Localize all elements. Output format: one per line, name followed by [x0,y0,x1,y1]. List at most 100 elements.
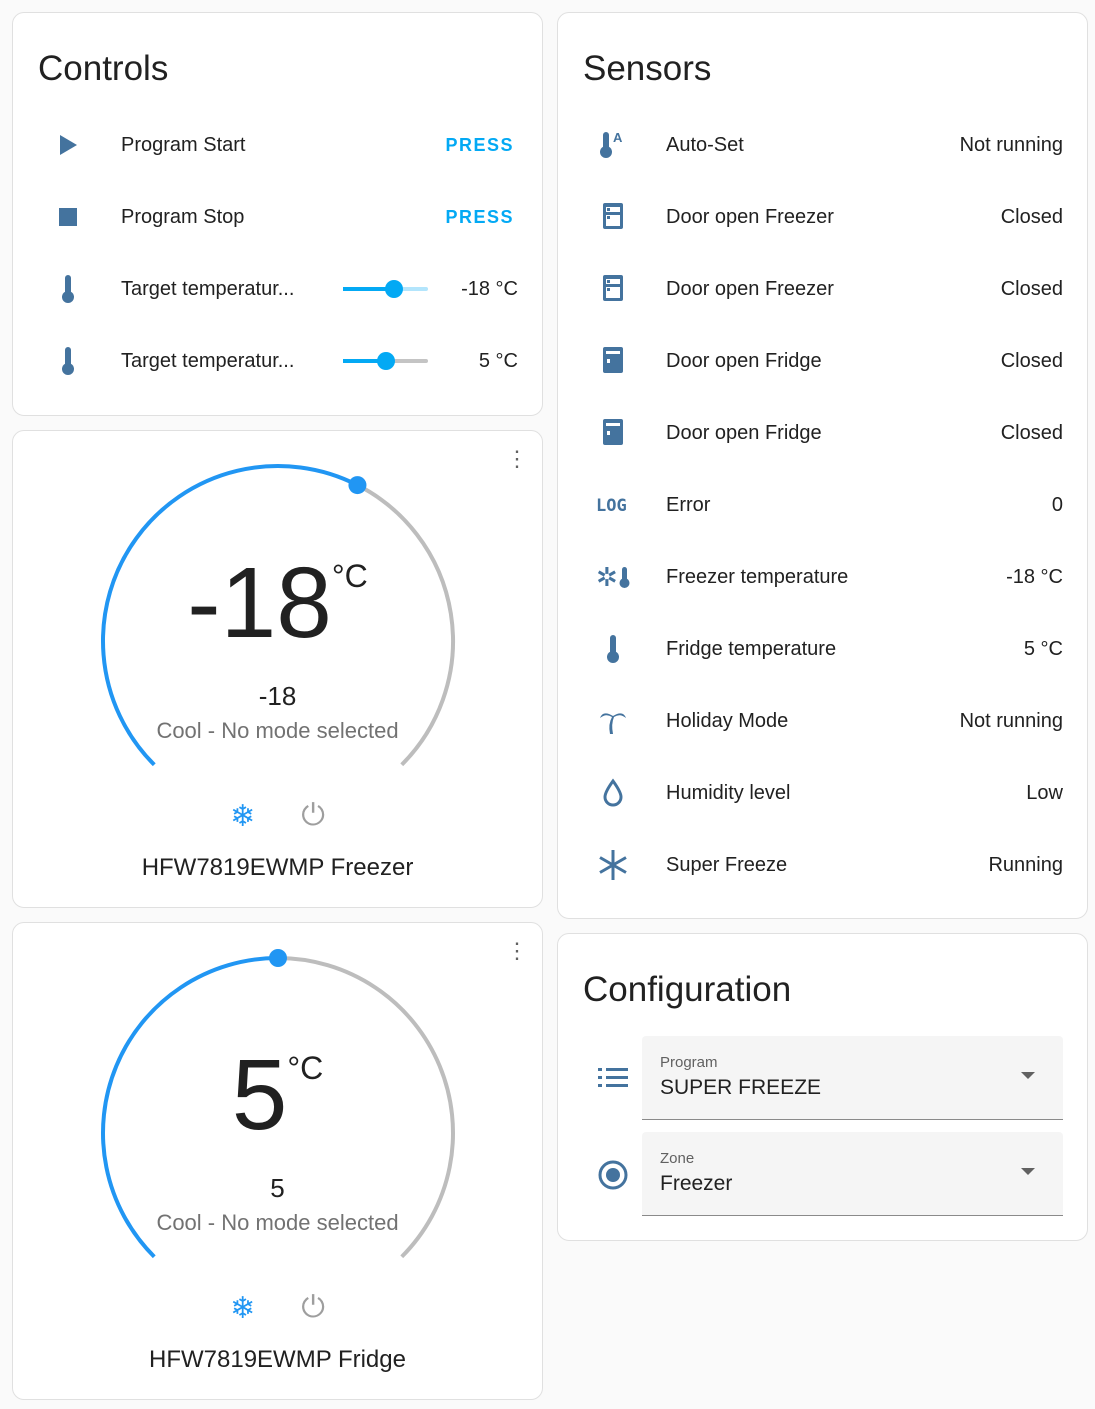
sensor-row[interactable]: Fridge temperature 5 °C [558,613,1087,685]
entity-value: 5 °C [478,349,518,372]
sensor-row[interactable]: Super Freeze Running [558,829,1087,901]
thermostat-name: HFW7819EWMP Fridge [149,1346,406,1373]
hvac-mode-text: Cool - No mode selected [156,1210,399,1235]
current-temperature: 5 [270,1173,285,1203]
program-start-press-button[interactable]: PRESS [445,134,514,155]
program-start-row: Program Start PRESS [13,109,542,181]
radiobox-icon [596,1158,630,1192]
sensor-label: Freezer temperature [666,565,849,588]
sensor-value: 0 [1051,493,1063,516]
fridge-icon [596,416,630,450]
sensor-row[interactable]: ✲ Freezer temperature -18 °C [558,541,1087,613]
svg-text:LOG: LOG [596,496,627,515]
target-temperature: -18°C [13,546,542,661]
sensor-label: Super Freeze [666,853,788,876]
sensor-label: Door open Freezer [666,205,834,228]
sensor-row[interactable]: Door open Fridge Closed [558,325,1087,397]
select-label: Program [660,1054,718,1071]
dial-handle[interactable] [348,476,367,495]
list-icon [596,1061,630,1095]
dropdown-arrow-icon [1021,1072,1035,1079]
sensors-card: Sensors A Auto-Set Not running Door open… [557,12,1088,919]
sensor-value: Closed [1000,277,1063,300]
sensor-row[interactable]: Holiday Mode Not running [558,685,1087,757]
unit: °C [287,1050,324,1086]
configuration-card: Configuration Program SUPER FREEZE Zone … [557,933,1088,1241]
thermometer-icon [51,344,85,378]
thermostat-dial[interactable] [83,451,473,771]
sensor-label: Error [666,493,711,516]
mode-buttons: ❄ ⏻ [13,1291,542,1326]
entity-value: -18 °C [461,277,518,300]
dial-track [277,956,455,1259]
snowflake-thermometer-icon: ✲ [596,560,630,594]
target-value: 5 [231,1039,288,1151]
card-title: Configuration [583,970,792,1009]
fridge-icon [596,344,630,378]
slider-handle[interactable] [385,280,403,298]
sensor-label: Holiday Mode [666,709,789,732]
play-icon [51,128,85,162]
sensor-value: Closed [1000,421,1063,444]
sensor-label: Door open Fridge [666,349,822,372]
thermostat-name: HFW7819EWMP Freezer [141,854,414,881]
snowflake-cool-button[interactable]: ❄ [230,800,256,833]
sensor-value: Closed [1000,205,1063,228]
select-value: SUPER FREEZE [660,1076,822,1099]
water-outline-icon [596,776,630,810]
thermostat-dial[interactable] [83,943,473,1263]
sensor-value: Not running [959,709,1063,732]
thermometer-icon [596,632,630,666]
program-stop-press-button[interactable]: PRESS [445,206,514,227]
fridge-thermostat-card: ⋮ 5°C 5 Cool - No mode selected ❄ ⏻ HFW7… [12,922,543,1400]
sensor-row[interactable]: LOG Error 0 [558,469,1087,541]
svg-text:✲: ✲ [596,562,618,592]
dial-handle[interactable] [269,949,287,967]
slider-handle[interactable] [376,352,395,370]
sensor-value: Not running [959,133,1063,156]
freezer-target-slider[interactable] [343,280,428,298]
fridge-outline-icon [596,200,630,234]
entity-label: Target temperatur... [121,349,295,372]
controls-card: Controls Program Start PRESS Program Sto… [12,12,543,416]
dial-active-arc [101,464,359,767]
snowflake-cool-button[interactable]: ❄ [230,1292,256,1325]
sensor-value: 5 °C [1023,637,1063,660]
thermometer-auto-icon: A [596,128,630,162]
freezer-thermostat-card: ⋮ -18°C -18 Cool - No mode selected ❄ ⏻ … [12,430,543,908]
more-options-icon[interactable]: ⋮ [506,446,528,471]
entity-label: Target temperatur... [121,277,295,300]
sensor-row[interactable]: Door open Fridge Closed [558,397,1087,469]
sensor-label: Fridge temperature [666,637,837,660]
freezer-target-row: Target temperatur... -18 °C [13,253,542,325]
fridge-target-slider[interactable] [343,352,428,370]
sensor-row[interactable]: Door open Freezer Closed [558,253,1087,325]
dial-active-arc [101,956,279,1259]
more-options-icon[interactable]: ⋮ [506,938,528,963]
dial-track [356,483,455,767]
sensor-label: Door open Freezer [666,277,834,300]
sensor-row[interactable]: Humidity level Low [558,757,1087,829]
program-select[interactable]: Program SUPER FREEZE [642,1036,1063,1120]
program-stop-row: Program Stop PRESS [13,181,542,253]
entity-label: Program Start [121,133,246,156]
dropdown-arrow-icon [1021,1168,1035,1175]
target-value: -18 [187,547,332,659]
power-off-button[interactable]: ⏻ [301,1291,325,1324]
sensor-label: Humidity level [666,781,791,804]
select-label: Zone [660,1150,695,1167]
sensor-value: Closed [1000,349,1063,372]
sensor-row[interactable]: A Auto-Set Not running [558,109,1087,181]
hvac-mode-text: Cool - No mode selected [156,718,399,743]
log-icon: LOG [596,488,630,522]
svg-text:A: A [613,130,623,145]
select-value: Freezer [660,1172,733,1195]
sensor-label: Door open Fridge [666,421,822,444]
power-off-button[interactable]: ⏻ [301,799,325,832]
fridge-target-row: Target temperatur... 5 °C [13,325,542,397]
sensor-row[interactable]: Door open Freezer Closed [558,181,1087,253]
unit: °C [331,558,368,594]
sensor-value: -18 °C [1006,565,1063,588]
thermometer-icon [51,272,85,306]
zone-select[interactable]: Zone Freezer [642,1132,1063,1216]
